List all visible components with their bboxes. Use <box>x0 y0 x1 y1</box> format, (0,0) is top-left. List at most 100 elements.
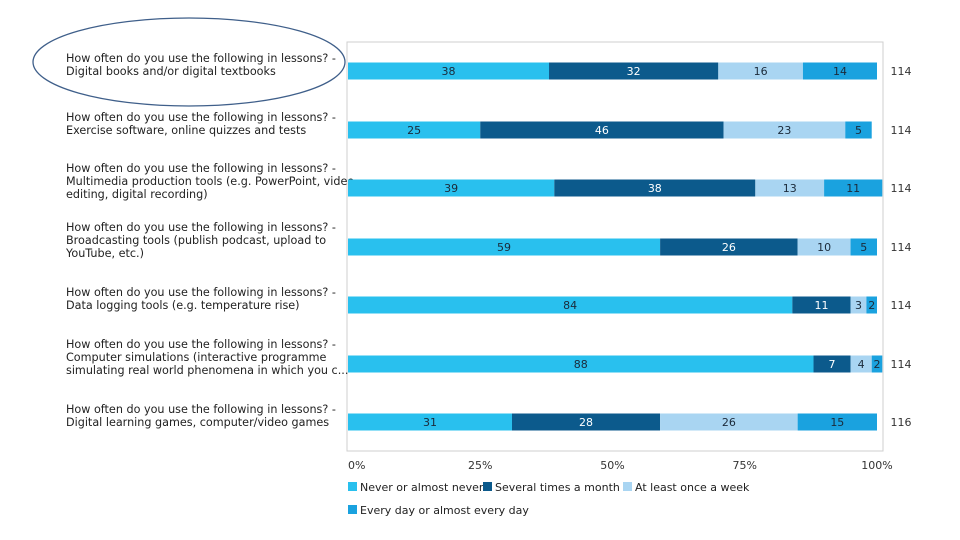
category-label: How often do you use the following in le… <box>66 52 336 78</box>
category-label-line: How often do you use the following in le… <box>66 52 336 65</box>
bar-segment <box>480 121 724 139</box>
bar-segment <box>802 62 877 80</box>
category-label-line: YouTube, etc.) <box>65 247 144 260</box>
category-label-line: How often do you use the following in le… <box>66 162 336 175</box>
x-tick-label: 0% <box>348 459 365 472</box>
total-label: 114 <box>891 65 912 78</box>
data-label: 59 <box>497 241 511 254</box>
data-label: 38 <box>442 65 456 78</box>
bar-segment <box>850 296 867 314</box>
category-label-line: Digital books and/or digital textbooks <box>66 65 276 78</box>
bar-segment <box>348 238 661 256</box>
category-label-line: How often do you use the following in le… <box>66 221 336 234</box>
data-label: 4 <box>858 358 865 371</box>
category-label: How often do you use the following in le… <box>66 403 336 429</box>
bar-segment <box>824 179 883 197</box>
data-label: 25 <box>407 124 421 137</box>
annotation-ellipse <box>32 17 346 107</box>
legend-swatch <box>483 482 492 491</box>
bar-segment <box>348 355 814 373</box>
bar-segment <box>813 355 851 373</box>
data-label: 3 <box>855 299 862 312</box>
total-label: 114 <box>891 124 912 137</box>
bar-segment <box>660 413 798 431</box>
bar-segment <box>511 413 661 431</box>
data-label: 2 <box>874 358 881 371</box>
total-label: 116 <box>891 416 912 429</box>
category-label-line: Digital learning games, computer/video g… <box>66 416 329 429</box>
category-label-line: How often do you use the following in le… <box>66 111 336 124</box>
total-label: 114 <box>891 182 912 195</box>
bar-segment <box>850 355 872 373</box>
x-tick-label: 100% <box>861 459 892 472</box>
data-label: 7 <box>829 358 836 371</box>
category-label-line: editing, digital recording) <box>66 188 208 201</box>
data-label: 23 <box>777 124 791 137</box>
data-label: 11 <box>814 299 828 312</box>
data-label: 5 <box>860 241 867 254</box>
data-label: 28 <box>579 416 593 429</box>
data-label: 84 <box>563 299 577 312</box>
legend-label: Every day or almost every day <box>360 504 529 517</box>
data-label: 32 <box>627 65 641 78</box>
legend-label: At least once a week <box>635 481 750 494</box>
total-label: 114 <box>891 358 912 371</box>
category-label: How often do you use the following in le… <box>66 111 336 137</box>
category-label: How often do you use the following in le… <box>66 162 354 201</box>
plot-frame <box>346 41 884 452</box>
category-label-line: How often do you use the following in le… <box>66 403 336 416</box>
category-label: How often do you use the following in le… <box>66 338 348 377</box>
bar-segment <box>871 355 883 373</box>
data-label: 26 <box>722 241 736 254</box>
bar-segment <box>549 62 719 80</box>
bar-segment <box>348 121 481 139</box>
data-label: 46 <box>595 124 609 137</box>
data-label: 13 <box>783 182 797 195</box>
total-label: 114 <box>891 241 912 254</box>
x-tick-label: 25% <box>468 459 492 472</box>
category-label-line: Exercise software, online quizzes and te… <box>66 124 306 137</box>
bar-segment <box>348 62 550 80</box>
category-label-line: simulating real world phenomena in which… <box>66 364 348 377</box>
total-label: 114 <box>891 299 912 312</box>
legend-swatch <box>348 482 357 491</box>
x-tick-label: 50% <box>600 459 624 472</box>
category-label-line: How often do you use the following in le… <box>66 338 336 351</box>
bar-segment <box>348 413 512 431</box>
category-label-line: Data logging tools (e.g. temperature ris… <box>66 299 300 312</box>
x-tick-label: 75% <box>733 459 757 472</box>
bar-segment <box>845 121 872 139</box>
legend-swatch <box>348 505 357 514</box>
data-label: 88 <box>574 358 588 371</box>
bar-segment <box>660 238 798 256</box>
data-label: 11 <box>846 182 860 195</box>
bar-segment <box>755 179 825 197</box>
data-label: 39 <box>444 182 458 195</box>
bar-segment <box>792 296 851 314</box>
category-label-line: Broadcasting tools (publish podcast, upl… <box>66 234 326 247</box>
bar-segment <box>797 238 851 256</box>
data-label: 2 <box>868 299 875 312</box>
bar-segment <box>723 121 846 139</box>
bar-segment <box>718 62 803 80</box>
data-label: 31 <box>423 416 437 429</box>
bar-segment <box>797 413 877 431</box>
legend-label: Several times a month <box>495 481 620 494</box>
category-label: How often do you use the following in le… <box>66 286 336 312</box>
data-label: 14 <box>833 65 847 78</box>
data-label: 10 <box>817 241 831 254</box>
bar-segment <box>348 296 793 314</box>
data-label: 26 <box>722 416 736 429</box>
data-label: 16 <box>754 65 768 78</box>
legend-swatch <box>623 482 632 491</box>
category-label-line: How often do you use the following in le… <box>66 286 336 299</box>
bar-segment <box>554 179 756 197</box>
data-label: 5 <box>855 124 862 137</box>
bar-segment <box>348 179 555 197</box>
category-label: How often do you use the following in le… <box>65 221 336 260</box>
category-label-line: Multimedia production tools (e.g. PowerP… <box>66 175 354 188</box>
category-label-line: Computer simulations (interactive progra… <box>66 351 327 364</box>
bar-segment <box>850 238 877 256</box>
data-label: 15 <box>830 416 844 429</box>
